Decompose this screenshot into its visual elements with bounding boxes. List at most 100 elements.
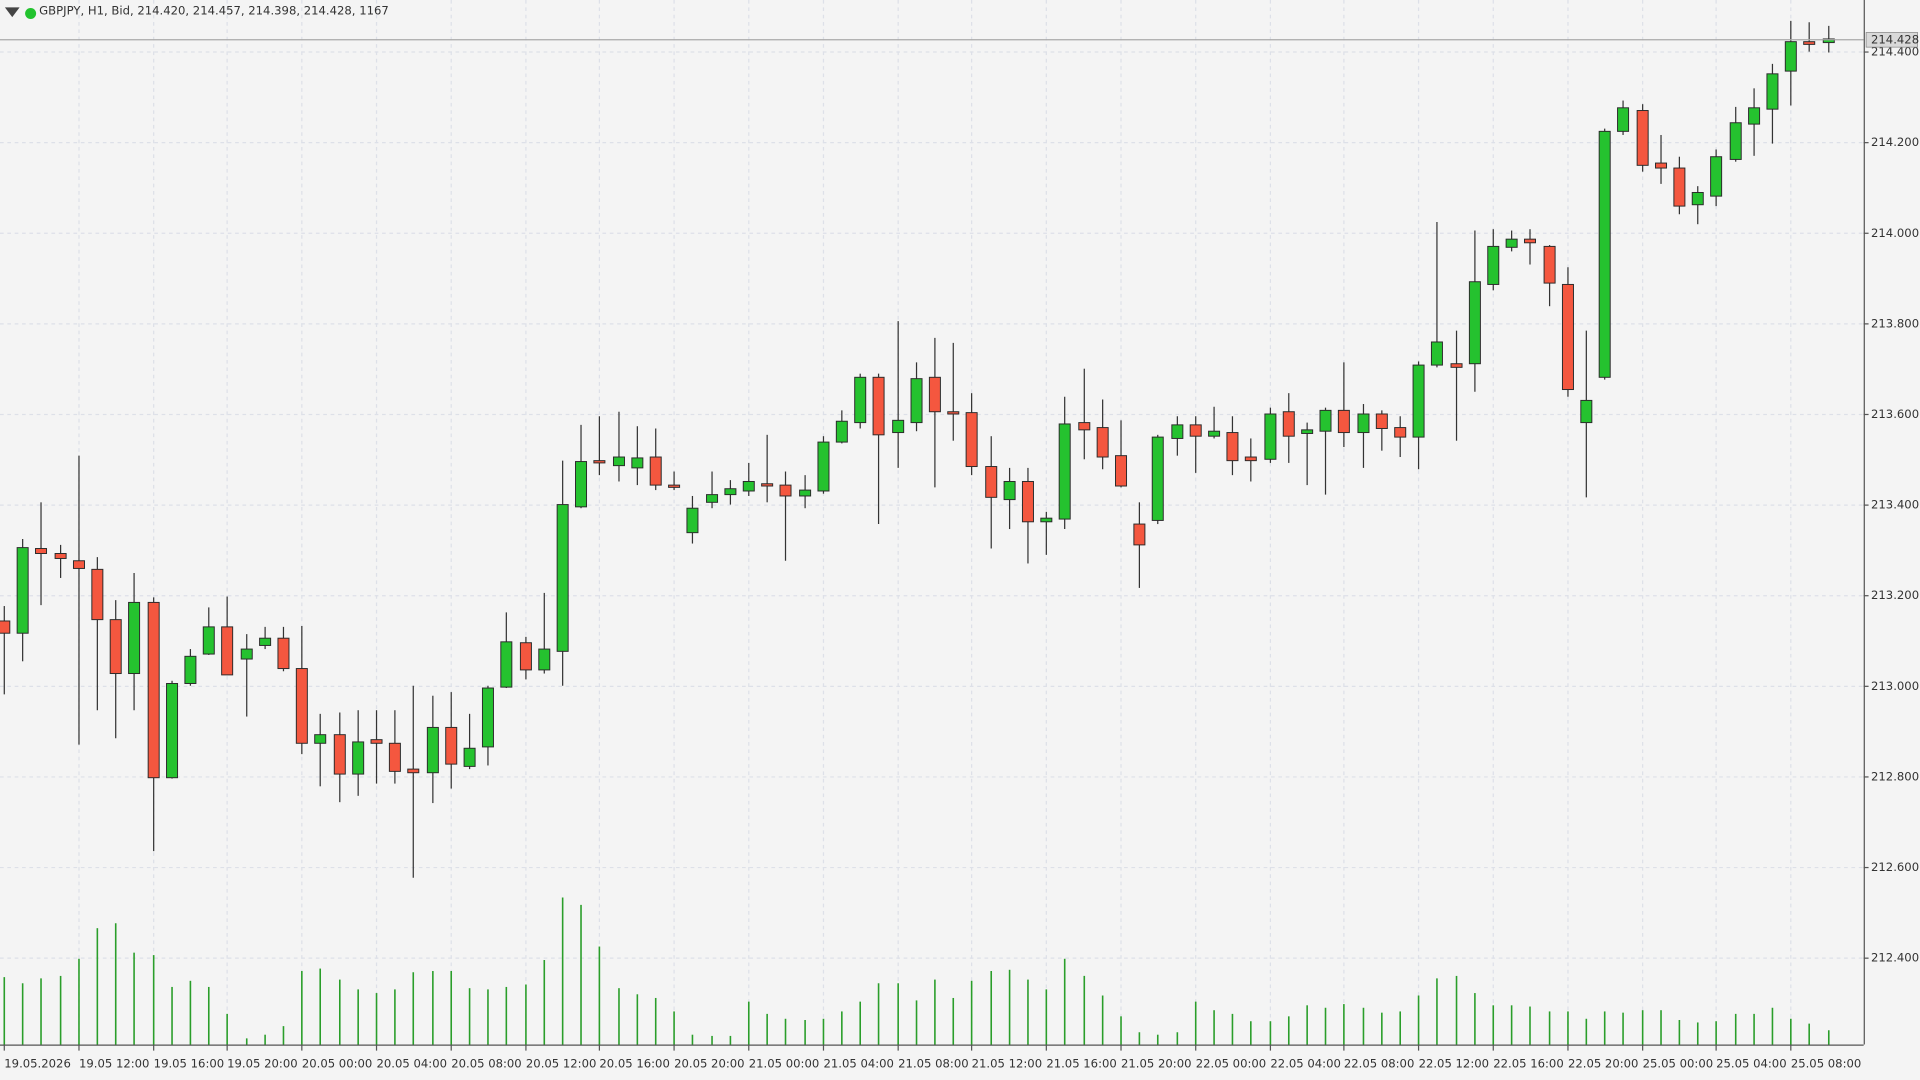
y-tick-label: 213.400 xyxy=(1871,498,1919,512)
candle-body xyxy=(91,568,104,621)
candle-body xyxy=(16,547,29,634)
x-tick-label: 20.05 04:00 xyxy=(377,1057,447,1071)
candle-body xyxy=(1003,480,1016,501)
candle-body xyxy=(1115,455,1128,487)
candle-body xyxy=(259,637,272,646)
candle-body xyxy=(1468,281,1481,365)
candle-body xyxy=(1301,429,1314,434)
candle-body xyxy=(668,484,681,488)
candle-body xyxy=(72,560,85,569)
candle-body xyxy=(277,637,290,670)
x-tick-label: 22.05 00:00 xyxy=(1196,1057,1266,1071)
y-tick-label: 213.600 xyxy=(1871,407,1919,421)
candle-body xyxy=(295,668,308,744)
current-price-box xyxy=(1865,32,1918,48)
x-tick-label: 21.05 16:00 xyxy=(1046,1057,1116,1071)
candle-body xyxy=(593,460,606,464)
candle-body xyxy=(724,488,737,496)
candle-body xyxy=(1208,430,1221,437)
candle-body xyxy=(202,626,215,655)
candle-body xyxy=(1487,245,1500,285)
candle-body xyxy=(240,648,253,660)
candle-body xyxy=(872,376,885,436)
candle-body xyxy=(445,726,458,765)
candle-body xyxy=(910,378,923,424)
candle-body xyxy=(1357,413,1370,434)
candle-body xyxy=(1337,409,1350,434)
candle-body xyxy=(1450,363,1463,368)
y-tick-label: 214.000 xyxy=(1871,226,1919,240)
axes: 212.400 212.600 212.800 213.000 213.200 213.4… xyxy=(3,32,1919,1071)
candle-body xyxy=(892,419,905,434)
menu-triangle[interactable] xyxy=(4,7,20,18)
candle-body xyxy=(779,484,792,497)
candle-body xyxy=(500,641,513,688)
current-price-label: 214.428 xyxy=(1871,32,1919,46)
candle-body xyxy=(1822,38,1835,44)
x-tick-label: 20.05 12:00 xyxy=(526,1057,596,1071)
candle-body xyxy=(761,483,774,487)
candle-body xyxy=(631,457,644,469)
candle-body xyxy=(1171,424,1184,439)
grid xyxy=(0,0,1864,1045)
candle-body xyxy=(985,466,998,498)
candle-body xyxy=(1617,107,1630,132)
x-tick-label: 22.05 20:00 xyxy=(1568,1057,1638,1071)
x-tick-label: 19.05.2026 xyxy=(4,1057,71,1071)
candle-body xyxy=(426,726,439,774)
candle-body xyxy=(1226,432,1239,462)
candle-body xyxy=(128,601,141,675)
candle-body xyxy=(1430,341,1443,366)
candle-body xyxy=(1543,245,1556,284)
candle-body xyxy=(221,626,234,676)
candle-body xyxy=(1264,413,1277,460)
candle-body xyxy=(817,441,830,492)
candle-body xyxy=(519,642,532,671)
candle-body xyxy=(0,620,11,634)
candle-body xyxy=(1375,413,1388,429)
candle-body xyxy=(1078,422,1091,431)
candle-body xyxy=(35,548,48,554)
candle-body xyxy=(799,489,812,497)
candle-body xyxy=(1729,122,1742,160)
candle-body xyxy=(706,494,719,503)
candle-body xyxy=(1189,424,1202,437)
candle-body xyxy=(1096,427,1109,458)
x-tick-label: 22.05 12:00 xyxy=(1419,1057,1489,1071)
y-tick-label: 213.200 xyxy=(1871,588,1919,602)
x-tick-label: 19.05 12:00 xyxy=(79,1057,149,1071)
candle-body xyxy=(1282,411,1295,437)
candle-body xyxy=(1412,364,1425,438)
candle-body xyxy=(835,420,848,443)
candle-body xyxy=(947,411,960,415)
candle-body xyxy=(1580,399,1593,424)
plot-area xyxy=(0,20,1864,1045)
candle-body xyxy=(1748,107,1761,125)
x-tick-label: 22.05 08:00 xyxy=(1344,1057,1414,1071)
candle-body xyxy=(1394,427,1407,438)
candle-body xyxy=(1655,162,1668,169)
candle-body xyxy=(109,619,122,675)
candle-body xyxy=(352,741,365,775)
candle-body xyxy=(556,504,569,652)
candle-body xyxy=(1784,41,1797,72)
x-tick-label: 20.05 08:00 xyxy=(451,1057,521,1071)
x-tick-label: 21.05 04:00 xyxy=(823,1057,893,1071)
x-tick-label: 21.05 12:00 xyxy=(972,1057,1042,1071)
candle-body xyxy=(1691,192,1704,206)
candle-body xyxy=(314,734,327,744)
y-tick-label: 214.200 xyxy=(1871,135,1919,149)
candle-body xyxy=(370,739,383,744)
candle-body xyxy=(686,507,699,534)
candle-body xyxy=(928,376,941,413)
candle-body xyxy=(1636,110,1649,166)
candle-body xyxy=(1058,423,1071,520)
candle-body xyxy=(1524,238,1536,244)
x-tick-label: 25.05 04:00 xyxy=(1716,1057,1786,1071)
x-tick-label: 21.05 00:00 xyxy=(749,1057,819,1071)
candle-body xyxy=(649,456,662,486)
x-tick-label: 25.05 08:00 xyxy=(1791,1057,1861,1071)
candle-body xyxy=(388,742,401,772)
